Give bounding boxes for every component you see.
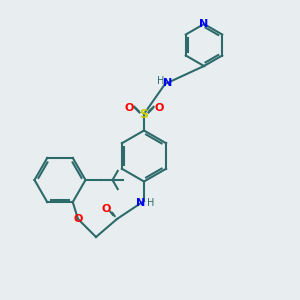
Text: H: H bbox=[147, 197, 154, 208]
Text: S: S bbox=[140, 107, 148, 121]
Text: O: O bbox=[154, 103, 164, 113]
Text: O: O bbox=[102, 203, 111, 214]
Text: H: H bbox=[157, 76, 164, 86]
Text: N: N bbox=[164, 77, 172, 88]
Text: O: O bbox=[73, 214, 83, 224]
Text: N: N bbox=[200, 19, 208, 29]
Text: O: O bbox=[124, 103, 134, 113]
Text: N: N bbox=[136, 197, 145, 208]
